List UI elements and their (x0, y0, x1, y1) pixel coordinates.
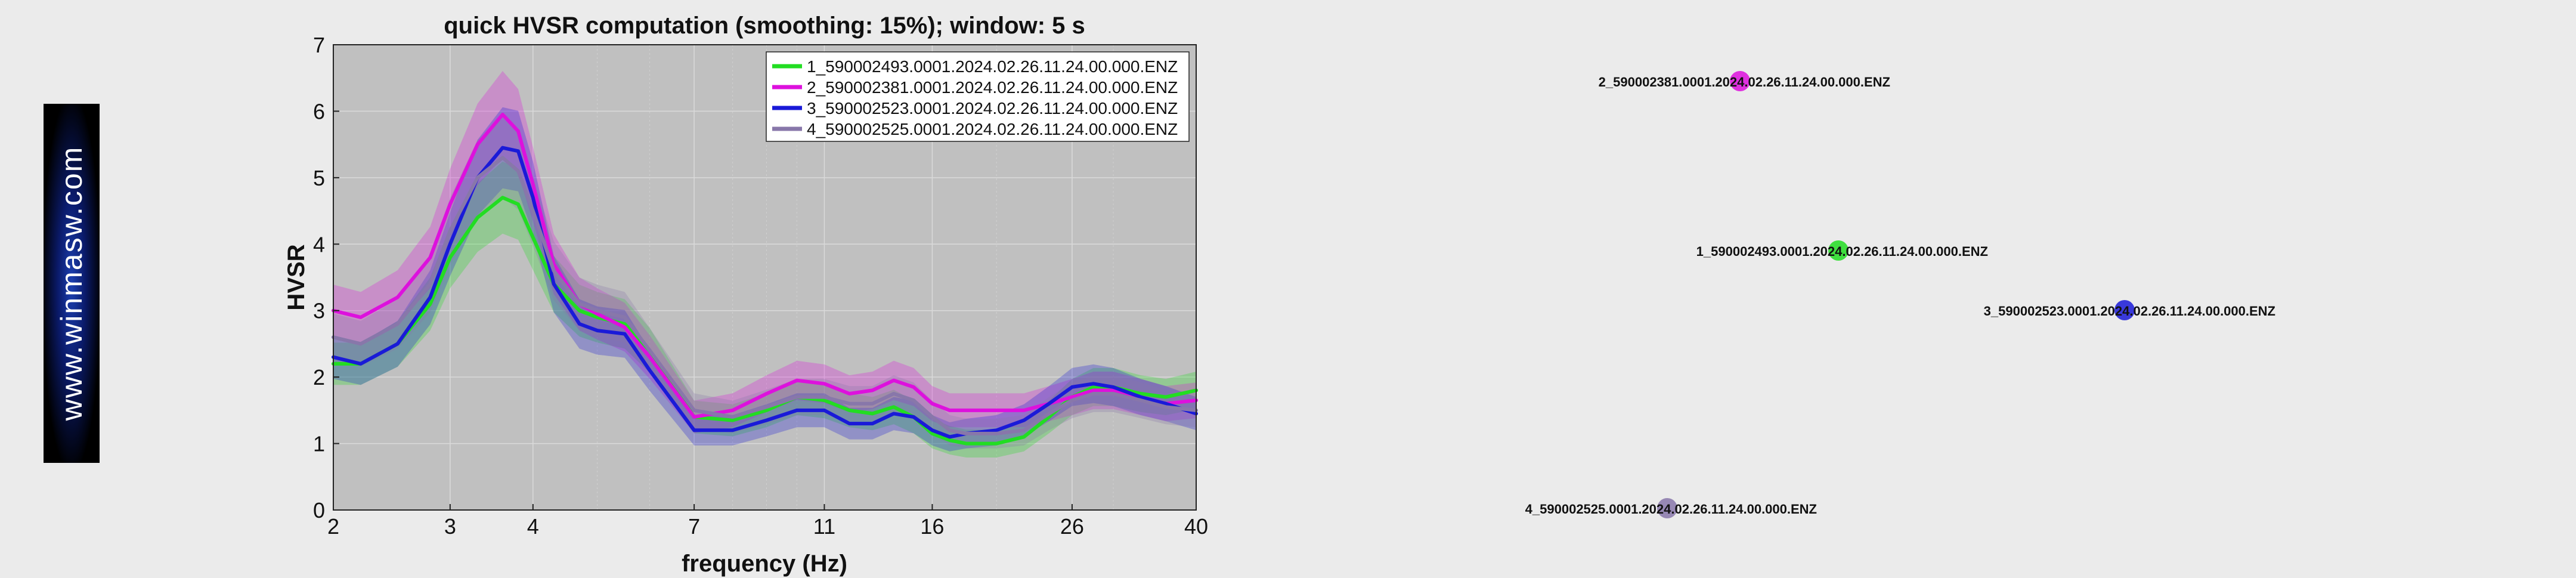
y-tick-label: 2 (313, 365, 325, 390)
plot-frame (333, 44, 1197, 511)
station-marker-4 (1657, 498, 1677, 518)
y-axis-label: HVSR (283, 244, 309, 310)
x-tick-label: 11 (813, 514, 835, 539)
x-axis-label: frequency (Hz) (682, 551, 847, 577)
station-label-4: 4_590002525.0001.2024.02.26.11.24.00.000… (1525, 502, 1817, 517)
legend-entry-3: 3_590002523.0001.2024.02.26.11.24.00.000… (807, 99, 1178, 118)
series-line-4 (332, 156, 1198, 435)
x-tick-label: 2 (327, 514, 339, 539)
legend-entry-4: 4_590002525.0001.2024.02.26.11.24.00.000… (807, 120, 1178, 138)
series-line-2 (332, 113, 1198, 419)
y-tick-label: 3 (313, 299, 325, 323)
x-tick-label: 26 (1060, 514, 1084, 539)
y-tick-label: 6 (313, 99, 325, 123)
station-label-2: 1_590002493.0001.2024.02.26.11.24.00.000… (1696, 244, 1988, 259)
legend-entry-1: 1_590002493.0001.2024.02.26.11.24.00.000… (807, 57, 1178, 76)
legend-box (766, 51, 1190, 142)
x-tick-label: 7 (688, 514, 700, 539)
y-tick-label: 7 (313, 33, 325, 57)
x-ticks: 2 3 4 7 11 16 26 40 (327, 504, 1208, 539)
uncertainty-band-2 (333, 71, 1196, 434)
y-tick-label: 5 (313, 166, 325, 190)
station-marker-3 (2114, 300, 2135, 320)
x-tick-label: 16 (920, 514, 944, 539)
station-map: 2_590002381.0001.2024.02.26.11.24.00.000… (1525, 71, 2275, 518)
series-lines (332, 113, 1198, 446)
x-tick-label: 4 (527, 514, 539, 539)
station-marker-1 (1730, 71, 1750, 91)
y-tick-label: 0 (313, 498, 325, 523)
y-tick-label: 1 (313, 432, 325, 456)
uncertainty-band-1 (333, 161, 1196, 458)
station-marker-2 (1828, 240, 1849, 261)
y-ticks: 0 1 2 3 4 5 6 7 (313, 33, 339, 523)
station-label-3: 3_590002523.0001.2024.02.26.11.24.00.000… (1984, 304, 2275, 319)
legend-entry-2: 2_590002381.0001.2024.02.26.11.24.00.000… (807, 78, 1178, 97)
chart-title: quick HVSR computation (smoothing: 15%);… (444, 13, 1085, 39)
x-tick-label: 40 (1184, 514, 1208, 539)
y-tick-label: 4 (313, 232, 325, 256)
legend: 1_590002493.0001.2024.02.26.11.24.00.000… (766, 51, 1190, 142)
x-tick-label: 3 (444, 514, 456, 539)
station-label-1: 2_590002381.0001.2024.02.26.11.24.00.000… (1599, 75, 1890, 89)
series-line-3 (332, 146, 1198, 439)
winmasw-logo: www.winmasw.com (44, 104, 100, 463)
uncertainty-bands (333, 71, 1196, 458)
